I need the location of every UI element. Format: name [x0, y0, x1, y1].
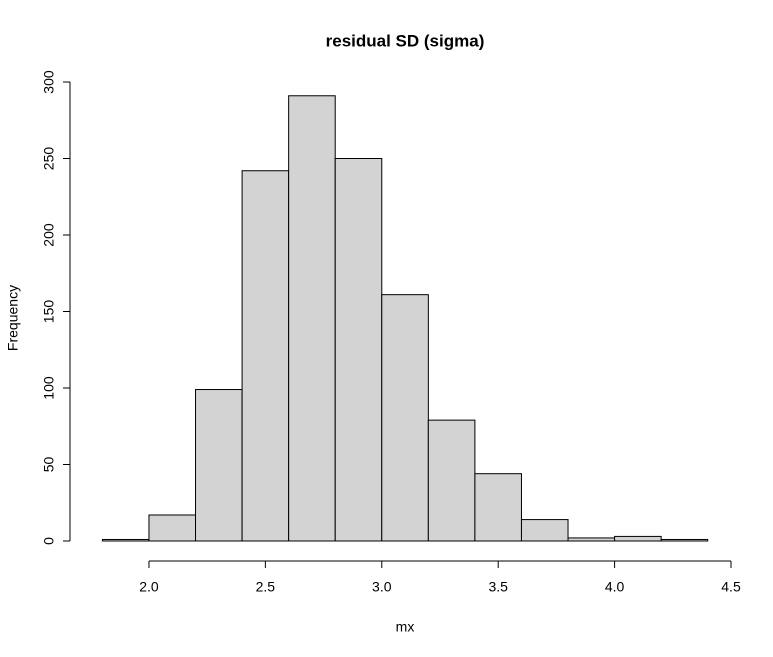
- bar: [520, 519, 569, 542]
- y-tick-label: 0: [41, 537, 57, 545]
- y-tick-label: 150: [41, 300, 57, 324]
- y-tick-label: 100: [41, 376, 57, 400]
- bar: [567, 537, 616, 542]
- bar: [101, 538, 150, 542]
- y-tick-label: 250: [41, 147, 57, 171]
- chart-title: residual SD (sigma): [326, 31, 485, 50]
- bar: [614, 535, 662, 542]
- y-axis-label: Frequency: [5, 285, 21, 351]
- bar: [474, 473, 522, 542]
- x-tick-label: 2.0: [139, 579, 159, 595]
- bar: [334, 158, 383, 542]
- bar: [148, 514, 197, 542]
- y-tick-label: 300: [41, 70, 57, 94]
- x-tick-label: 3.5: [488, 579, 508, 595]
- x-tick-label: 4.5: [721, 579, 741, 595]
- y-tick-label: 50: [41, 457, 57, 473]
- x-tick-label: 3.0: [372, 579, 392, 595]
- y-tick-label: 200: [41, 223, 57, 247]
- bar: [427, 419, 476, 542]
- bar: [195, 389, 243, 542]
- bar: [381, 294, 429, 542]
- x-axis-label: mx: [396, 619, 415, 635]
- bar: [660, 538, 709, 542]
- bar: [241, 170, 290, 542]
- bar: [288, 95, 336, 542]
- x-tick-label: 2.5: [256, 579, 276, 595]
- x-tick-label: 4.0: [605, 579, 625, 595]
